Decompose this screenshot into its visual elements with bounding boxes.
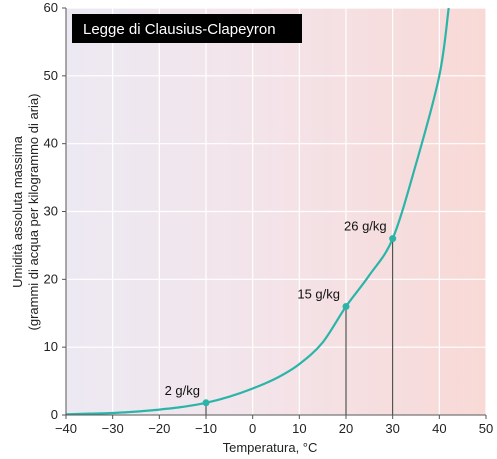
x-tick-label: −40 — [55, 421, 77, 436]
annotation-label: 15 g/kg — [297, 286, 340, 301]
x-tick-label: −20 — [148, 421, 170, 436]
x-tick-label: 50 — [479, 421, 493, 436]
title-box — [72, 14, 302, 43]
x-tick-label: 10 — [292, 421, 306, 436]
annotation-points: 2 g/kg 15 g/kg 26 g/kg — [165, 219, 397, 407]
y-tick-label: 60 — [44, 0, 58, 15]
y-tick-labels: 0 10 20 30 40 50 60 — [44, 0, 66, 422]
annotation-label: 26 g/kg — [344, 219, 387, 234]
y-tick-label: 50 — [44, 68, 58, 83]
y-axis-title-line-1: Umidità assoluta massima — [10, 135, 25, 287]
y-tick-label: 0 — [51, 407, 58, 422]
x-axis-title: Temperatura, °C — [223, 440, 318, 455]
y-tick-label: 20 — [44, 271, 58, 286]
annotation-point — [342, 302, 350, 310]
clausius-clapeyron-curve — [65, 7, 450, 416]
y-tick-label: 10 — [44, 339, 58, 354]
x-tick-label: 20 — [339, 421, 353, 436]
annotation-point — [202, 399, 210, 407]
x-tick-label: −10 — [195, 421, 217, 436]
x-tick-label: 40 — [432, 421, 446, 436]
annotation-label: 2 g/kg — [165, 383, 200, 398]
y-tick-label: 40 — [44, 136, 58, 151]
chart-title: Legge di Clausius-Clapeyron — [83, 21, 276, 38]
y-axis-title-line-2: (grammi di acqua per kilogrammo di aria) — [26, 94, 41, 331]
y-tick-label: 30 — [44, 204, 58, 219]
x-tick-label: −30 — [102, 421, 124, 436]
x-tick-labels: −40 −30 −20 −10 0 10 20 30 40 50 — [55, 415, 493, 436]
annotation-point — [389, 235, 397, 243]
x-tick-label: 0 — [249, 421, 256, 436]
x-tick-label: 30 — [385, 421, 399, 436]
